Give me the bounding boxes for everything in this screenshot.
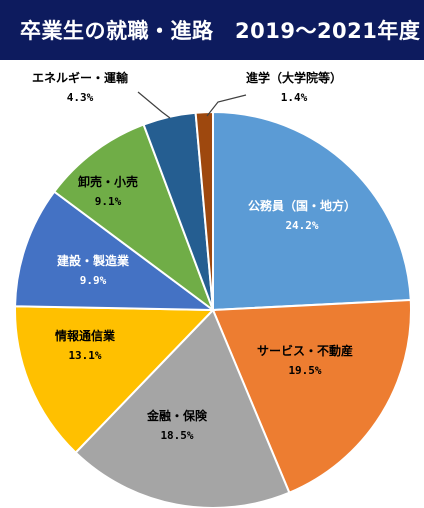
- leader-line-7: [137, 91, 171, 119]
- pie-slice-3: [74, 308, 291, 508]
- leader-line-8: [206, 94, 247, 117]
- pie-slice-8: [194, 110, 214, 311]
- slice-label-6: 卸売・小売: [78, 174, 138, 189]
- slice-label-5: 建設・製造業: [56, 253, 130, 268]
- pie-slice-1: [212, 110, 412, 312]
- pie-slice-6: [52, 123, 216, 313]
- slices-layer: [14, 110, 412, 508]
- slice-label-4: 情報通信業: [55, 328, 116, 343]
- slice-label-7: エネルギー・運輸: [32, 70, 129, 85]
- slice-value-label-8: 1.4%: [281, 91, 308, 104]
- pie-slice-4: [14, 305, 216, 455]
- slice-label-2: サービス・不動産: [257, 343, 353, 358]
- labels-layer: 公務員（国・地方） 24.2% サービス・不動産 19.5% 金融・保険 18.5% 情報通…: [32, 70, 356, 442]
- slice-value-label-2: 19.5%: [288, 364, 321, 377]
- slice-value-label-5: 9.9%: [80, 274, 107, 287]
- slice-label-8: 進学（大学院等）: [246, 70, 342, 85]
- slice-label-1: 公務員（国・地方）: [248, 198, 356, 213]
- pie-slice-5: [14, 190, 217, 312]
- slice-label-3: 金融・保険: [146, 408, 208, 423]
- slice-value-label-7: 4.3%: [67, 91, 94, 104]
- pie-slice-2: [211, 299, 412, 494]
- slice-value-label-3: 18.5%: [160, 429, 193, 442]
- slice-value-label-1: 24.2%: [285, 219, 318, 232]
- chart-title: 卒業生の就職・進路 2019～2021年度: [20, 19, 421, 43]
- title-bar: 卒業生の就職・進路 2019～2021年度: [0, 0, 424, 60]
- leaders-layer: [137, 91, 247, 119]
- slice-value-label-4: 13.1%: [68, 349, 101, 362]
- slice-value-label-6: 9.1%: [95, 195, 122, 208]
